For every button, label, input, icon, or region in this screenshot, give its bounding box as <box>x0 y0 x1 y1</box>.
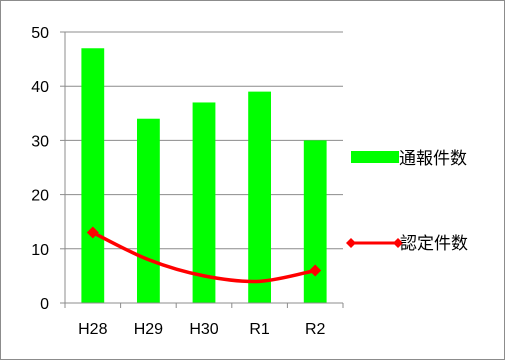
line-series <box>86 226 322 284</box>
x-tick-label: H30 <box>189 321 218 338</box>
x-tick-label: R2 <box>305 321 326 338</box>
legend-marker-right <box>393 238 403 248</box>
y-tick-label: 10 <box>31 242 49 259</box>
line-marker-R2 <box>309 264 322 277</box>
line-path <box>92 230 316 284</box>
bar-series <box>81 48 327 304</box>
y-tick-label: 20 <box>31 188 49 205</box>
bar-H29 <box>137 118 160 303</box>
y-tick-label: 50 <box>31 25 49 42</box>
bar-R1 <box>248 91 271 304</box>
line-marker-H28 <box>86 226 99 239</box>
y-tick-label: 40 <box>31 79 49 96</box>
bar-R2 <box>303 140 327 303</box>
legend-swatch-bar <box>351 151 399 163</box>
legend-label-bar: 通報件数 <box>399 149 467 169</box>
bar-H28 <box>81 48 105 304</box>
bar-H30 <box>192 102 216 304</box>
x-tick-label: H29 <box>134 321 163 338</box>
y-axis: 0 10 20 30 40 50 <box>31 25 66 313</box>
legend-label-line: 認定件数 <box>400 234 468 254</box>
legend-marker-left <box>346 238 356 248</box>
y-tick-label: 0 <box>40 296 49 313</box>
x-tick-label: H28 <box>78 321 107 338</box>
x-axis: H28 H29 H30 R1 R2 <box>64 302 344 338</box>
y-tick-label: 30 <box>31 133 49 150</box>
x-tick-label: R1 <box>249 321 270 338</box>
legend: 通報件数 認定件数 <box>346 149 468 254</box>
